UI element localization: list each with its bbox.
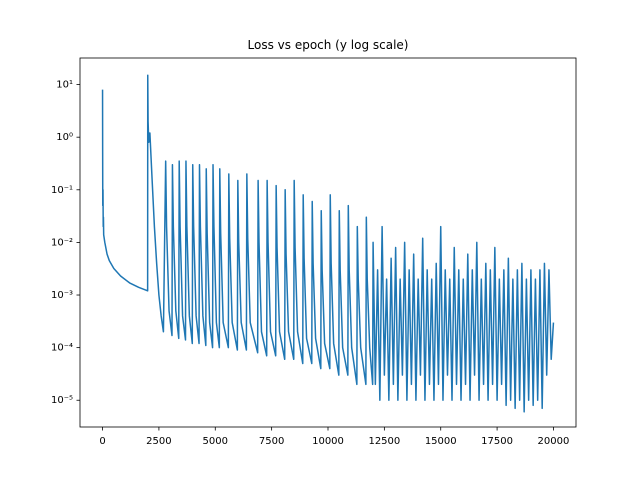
chart-title: Loss vs epoch (y log scale) [248, 38, 409, 52]
y-tick-label: 10⁻⁵ [51, 395, 73, 406]
y-tick-label: 10¹ [56, 80, 73, 91]
y-tick-label: 10⁻⁴ [51, 343, 73, 354]
x-tick-label: 5000 [203, 436, 228, 447]
y-tick-label: 10⁻² [51, 237, 73, 248]
x-tick-label: 0 [99, 436, 105, 447]
y-tick-label: 10⁰ [56, 132, 73, 143]
loss-line [101, 74, 555, 413]
x-tick-label: 20000 [538, 436, 570, 447]
y-tick-label: 10⁻³ [51, 290, 73, 301]
x-tick-label: 2500 [146, 436, 171, 447]
x-tick-label: 15000 [425, 436, 457, 447]
x-tick-label: 12500 [368, 436, 400, 447]
x-tick-label: 17500 [481, 436, 513, 447]
x-tick-label: 7500 [259, 436, 284, 447]
x-tick-label: 10000 [312, 436, 344, 447]
y-tick-label: 10⁻¹ [51, 185, 73, 196]
